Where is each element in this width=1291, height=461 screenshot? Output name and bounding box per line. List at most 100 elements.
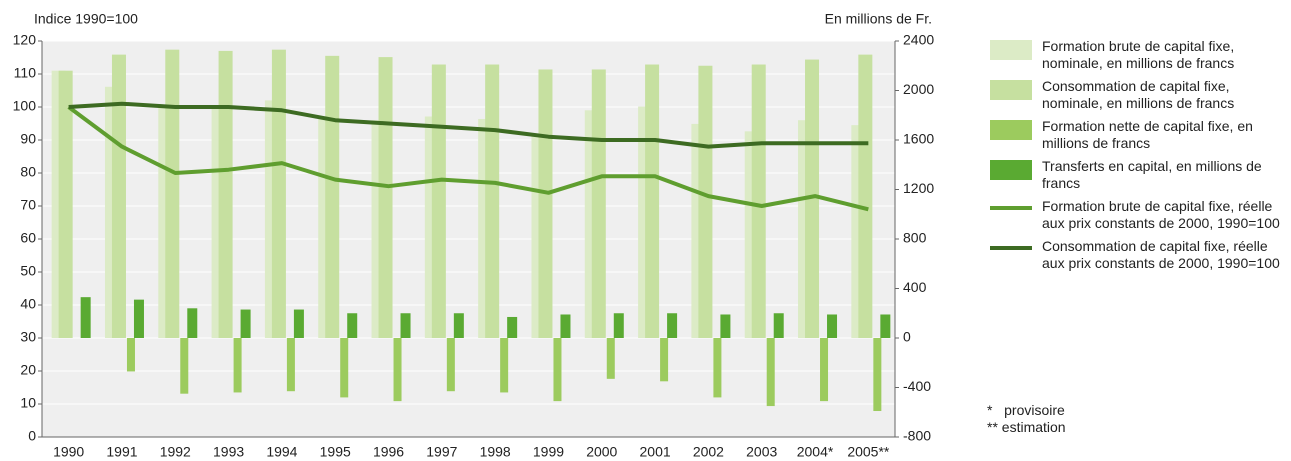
bar <box>165 49 180 338</box>
y2-tick-label: 800 <box>903 230 927 246</box>
bar <box>340 338 349 398</box>
bar <box>805 59 820 338</box>
y-tick-label: 60 <box>20 230 36 246</box>
legend-label: Consommation de capital fixe, réelle aux… <box>1042 238 1280 271</box>
legend-label: Consommation de capital fixe, nominale, … <box>1042 78 1235 111</box>
legend-swatch <box>990 40 1032 60</box>
x-tick-label: 1991 <box>106 444 137 460</box>
bar <box>500 338 509 393</box>
y2-tick-label: 400 <box>903 279 927 295</box>
chart: Indice 1990=100 En millions de Fr. 0 10 20… <box>13 11 935 460</box>
bar <box>240 309 251 338</box>
bar <box>880 314 891 338</box>
legend-item: Formation brute de capital fixe, réelle … <box>990 198 1290 232</box>
bar <box>507 316 518 338</box>
notes: * provisoire ** estimation <box>987 402 1066 436</box>
bar <box>560 314 571 338</box>
footnote: * provisoire <box>987 402 1065 418</box>
y-tick-label: 110 <box>14 65 37 81</box>
bar <box>613 313 624 338</box>
legend-item: Consommation de capital fixe, réelle aux… <box>990 238 1290 272</box>
x-tick-label: 2000 <box>586 444 617 460</box>
x-tick-label: 1990 <box>53 444 84 460</box>
x-tick-label: 1998 <box>480 444 511 460</box>
y2-tick-label: 2000 <box>903 81 934 97</box>
x-tick-label: 2005** <box>847 444 890 460</box>
bar <box>218 50 233 339</box>
bar <box>393 338 402 402</box>
bar <box>111 54 126 339</box>
bar <box>286 338 295 392</box>
bar <box>133 299 144 338</box>
y2-tick-label: 2400 <box>903 32 934 48</box>
bar <box>873 338 882 412</box>
x-tick-label: 1995 <box>320 444 351 460</box>
x-tick-label: 1993 <box>213 444 244 460</box>
y-tick-label: 40 <box>20 296 36 312</box>
bar <box>645 64 660 338</box>
y-tick-label: 0 <box>28 428 36 444</box>
y2-tick-label: -400 <box>903 378 931 394</box>
y2-tick-label: 1200 <box>903 180 934 196</box>
line <box>68 101 869 149</box>
bar <box>293 309 304 338</box>
x-tick-label: 2002 <box>693 444 724 460</box>
bar <box>400 313 411 338</box>
bar <box>325 55 340 338</box>
legend-label: Formation brute de capital fixe, nominal… <box>1042 38 1235 71</box>
y-tick-label: 100 <box>13 98 37 114</box>
y2-tick-label: 0 <box>903 329 911 345</box>
legend-swatch <box>990 246 1032 250</box>
legend-label: Formation nette de capital fixe, en mill… <box>1042 118 1253 151</box>
y-tick-label: 20 <box>20 362 36 378</box>
bar <box>820 338 829 402</box>
bar <box>713 338 722 398</box>
bar <box>660 338 669 382</box>
legend-label: Formation brute de capital fixe, réelle … <box>1042 198 1280 231</box>
bar <box>453 313 464 338</box>
bar <box>751 64 766 338</box>
bar <box>606 338 615 379</box>
bar <box>766 338 775 407</box>
bar <box>347 313 358 338</box>
bar <box>773 313 784 338</box>
bar <box>80 297 91 338</box>
legend-item: Formation nette de capital fixe, en mill… <box>990 118 1290 152</box>
bar <box>553 338 562 402</box>
x-tick-label: 2003 <box>746 444 777 460</box>
y-tick-label: 120 <box>13 32 37 48</box>
legend: Formation brute de capital fixe, nominal… <box>990 38 1290 272</box>
y-axis-label: Indice 1990=100 <box>34 11 138 27</box>
footnote: ** estimation <box>987 419 1066 435</box>
y-tick-label: 30 <box>20 329 36 345</box>
bar <box>667 313 678 338</box>
bar <box>187 308 198 338</box>
x-tick-label: 1994 <box>266 444 297 460</box>
y2-tick-label: -800 <box>903 428 931 444</box>
bar <box>538 69 553 339</box>
x-tick-label: 1999 <box>533 444 564 460</box>
legend-swatch <box>990 80 1032 100</box>
legend-swatch <box>990 160 1032 180</box>
y-tick-label: 50 <box>20 263 36 279</box>
y-tick-label: 90 <box>20 131 36 147</box>
bar <box>431 64 446 338</box>
bar <box>591 69 606 339</box>
x-tick-label: 1996 <box>373 444 404 460</box>
legend-item: Formation brute de capital fixe, nominal… <box>990 38 1290 72</box>
bar <box>271 49 286 338</box>
bar <box>233 338 242 393</box>
x-tick-label: 2004* <box>797 444 834 460</box>
bar <box>827 314 838 338</box>
y-tick-label: 70 <box>20 197 36 213</box>
x-tick-label: 1992 <box>160 444 191 460</box>
bar <box>698 65 713 338</box>
y2-axis-label: En millions de Fr. <box>825 11 932 27</box>
legend-item: Transferts en capital, en millions de fr… <box>990 158 1290 192</box>
y2-tick-label: 1600 <box>903 131 934 147</box>
legend-swatch <box>990 206 1032 210</box>
bar <box>485 64 500 338</box>
bar <box>180 338 189 394</box>
bar <box>720 314 731 338</box>
